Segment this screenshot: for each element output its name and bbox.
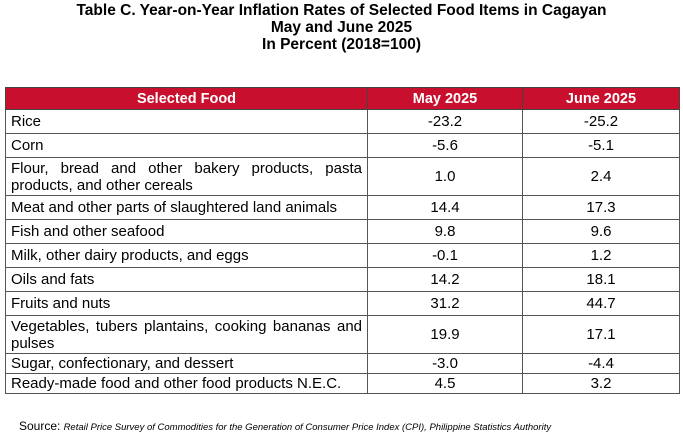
june-value: 17.3: [522, 195, 680, 220]
june-value: 2.4: [522, 157, 680, 196]
header-may-2025: May 2025: [367, 87, 523, 110]
june-value: 17.1: [522, 315, 680, 354]
june-value: -25.2: [522, 109, 680, 134]
june-value: 1.2: [522, 243, 680, 268]
inflation-table: Selected Food May 2025 June 2025 Rice -2…: [5, 87, 680, 394]
may-value: 1.0: [367, 157, 523, 196]
header-june-2025: June 2025: [522, 87, 680, 110]
may-value: -5.6: [367, 133, 523, 158]
june-value: -5.1: [522, 133, 680, 158]
title-line-1: Table C. Year-on-Year Inflation Rates of…: [76, 2, 607, 19]
food-name: Flour, bread and other bakery products, …: [5, 157, 368, 196]
food-name: Milk, other dairy products, and eggs: [5, 243, 368, 268]
table-row: Rice -23.2 -25.2: [5, 109, 680, 134]
food-name: Oils and fats: [5, 267, 368, 292]
source-label: Source:: [19, 419, 61, 433]
title-line-3: In Percent (2018=100): [262, 36, 421, 53]
june-value: 3.2: [522, 373, 680, 394]
header-row: Selected Food May 2025 June 2025: [5, 87, 680, 110]
may-value: -0.1: [367, 243, 523, 268]
may-value: 4.5: [367, 373, 523, 394]
table-row: Flour, bread and other bakery products, …: [5, 157, 680, 196]
food-name: Meat and other parts of slaughtered land…: [5, 195, 368, 220]
table-row: Oils and fats 14.2 18.1: [5, 267, 680, 292]
table-row: Fish and other seafood 9.8 9.6: [5, 219, 680, 244]
table-row: Fruits and nuts 31.2 44.7: [5, 291, 680, 316]
may-value: 31.2: [367, 291, 523, 316]
header-selected-food: Selected Food: [5, 87, 368, 110]
table-row: Corn -5.6 -5.1: [5, 133, 680, 158]
table-row: Ready-made food and other food products …: [5, 373, 680, 394]
may-value: 14.2: [367, 267, 523, 292]
source-text: Retail Price Survey of Commodities for t…: [63, 422, 552, 433]
table-row: Milk, other dairy products, and eggs -0.…: [5, 243, 680, 268]
table-row: Sugar, confectionary, and dessert -3.0 -…: [5, 353, 680, 374]
june-value: 9.6: [522, 219, 680, 244]
food-name: Fish and other seafood: [5, 219, 368, 244]
food-name: Vegetables, tubers plantains, cooking ba…: [5, 315, 368, 354]
source-note: Source: Retail Price Survey of Commoditi…: [19, 419, 551, 433]
food-name: Ready-made food and other food products …: [5, 373, 368, 394]
food-name: Corn: [5, 133, 368, 158]
june-value: 18.1: [522, 267, 680, 292]
may-value: -3.0: [367, 353, 523, 374]
table-row: Meat and other parts of slaughtered land…: [5, 195, 680, 220]
table-row: Vegetables, tubers plantains, cooking ba…: [5, 315, 680, 354]
food-name: Fruits and nuts: [5, 291, 368, 316]
may-value: -23.2: [367, 109, 523, 134]
june-value: 44.7: [522, 291, 680, 316]
food-name: Rice: [5, 109, 368, 134]
table-title: Table C. Year-on-Year Inflation Rates of…: [0, 2, 683, 53]
may-value: 14.4: [367, 195, 523, 220]
food-name: Sugar, confectionary, and dessert: [5, 353, 368, 374]
may-value: 19.9: [367, 315, 523, 354]
june-value: -4.4: [522, 353, 680, 374]
title-line-2: May and June 2025: [270, 19, 413, 36]
may-value: 9.8: [367, 219, 523, 244]
